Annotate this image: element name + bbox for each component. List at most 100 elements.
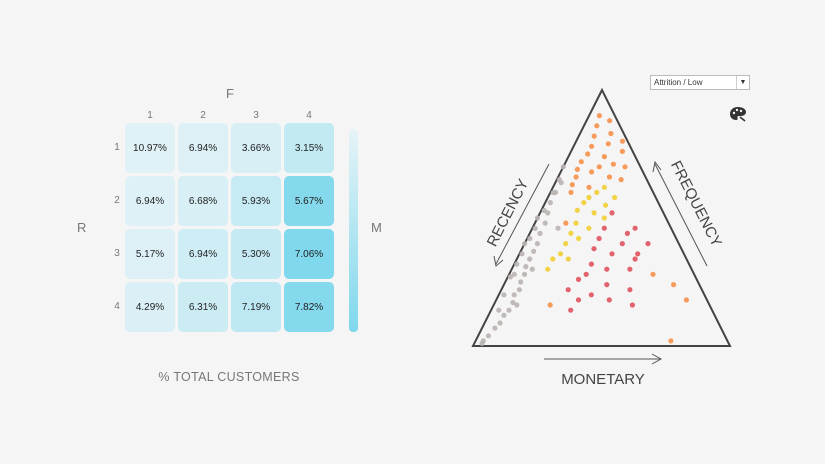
scatter-point-grey[interactable] [542,220,548,226]
scatter-point-grey[interactable] [516,287,522,293]
scatter-point-yellow[interactable] [576,235,582,242]
scatter-point-yellow[interactable] [573,220,579,226]
scatter-point-grey[interactable] [532,225,538,231]
scatter-point-yellow[interactable] [594,189,600,195]
scatter-point-grey[interactable] [485,333,491,339]
scatter-point-yellow[interactable] [586,194,592,201]
heatmap-cell[interactable]: 3.15% [284,123,334,173]
scatter-point-orange[interactable] [683,297,689,303]
scatter-point-grey[interactable] [541,207,547,214]
scatter-point-red[interactable] [604,266,610,272]
scatter-point-grey[interactable] [550,190,556,196]
scatter-point-red[interactable] [627,287,633,293]
scatter-point-grey[interactable] [479,340,485,346]
scatter-point-yellow[interactable] [550,256,556,262]
heatmap-cell[interactable]: 5.30% [231,229,281,279]
scatter-point-red[interactable] [604,282,610,288]
heatmap-cell[interactable]: 4.29% [125,282,175,332]
scatter-point-orange[interactable] [607,118,613,124]
scatter-point-orange[interactable] [601,154,607,160]
scatter-point-red[interactable] [632,225,638,231]
scatter-point-grey[interactable] [529,266,535,272]
scatter-point-yellow[interactable] [565,256,571,262]
heatmap-cell[interactable]: 7.82% [284,282,334,332]
scatter-point-grey[interactable] [527,256,533,262]
scatter-point-orange[interactable] [568,189,574,195]
scatter-point-orange[interactable] [573,174,579,180]
scatter-point-red[interactable] [568,307,574,313]
scatter-point-red[interactable] [629,302,635,308]
scatter-point-red[interactable] [645,241,651,247]
heatmap-cell[interactable]: 5.93% [231,176,281,226]
scatter-point-yellow[interactable] [591,210,597,216]
scatter-point-yellow[interactable] [568,230,574,236]
scatter-point-red[interactable] [575,297,582,303]
scatter-point-yellow[interactable] [612,194,618,201]
scatter-point-orange[interactable] [596,164,602,170]
scatter-point-orange[interactable] [618,177,624,183]
scatter-point-grey[interactable] [527,235,533,242]
scatter-point-grey[interactable] [523,264,529,270]
scatter-point-orange[interactable] [586,184,592,190]
heatmap-cell[interactable]: 6.31% [178,282,228,332]
segment-filter-dropdown[interactable]: Attrition / Low ▼ [650,75,750,90]
heatmap-cell[interactable]: 6.94% [125,176,175,226]
scatter-point-red[interactable] [619,241,625,247]
scatter-point-orange[interactable] [594,123,600,129]
scatter-point-grey[interactable] [506,307,512,313]
scatter-point-orange[interactable] [596,113,602,119]
scatter-point-yellow[interactable] [545,266,551,272]
scatter-point-red[interactable] [632,256,638,262]
scatter-point-orange[interactable] [569,182,575,188]
scatter-point-grey[interactable] [496,307,502,313]
scatter-point-grey[interactable] [507,274,513,280]
scatter-point-grey[interactable] [497,320,503,326]
scatter-point-red[interactable] [575,276,582,282]
scatter-point-orange[interactable] [608,130,614,137]
scatter-point-orange[interactable] [606,174,613,180]
scatter-point-orange[interactable] [563,220,569,226]
scatter-point-orange[interactable] [547,302,553,308]
heatmap-cell[interactable]: 6.68% [178,176,228,226]
scatter-point-grey[interactable] [511,271,517,277]
scatter-point-red[interactable] [583,271,589,277]
scatter-point-yellow[interactable] [581,200,587,206]
scatter-point-orange[interactable] [610,161,616,167]
heatmap-cell[interactable]: 6.94% [178,123,228,173]
heatmap-cell[interactable]: 6.94% [178,229,228,279]
scatter-point-grey[interactable] [547,200,553,206]
scatter-point-orange[interactable] [574,166,580,172]
scatter-point-orange[interactable] [591,133,597,139]
scatter-point-yellow[interactable] [558,251,564,257]
scatter-point-orange[interactable] [578,159,584,165]
scatter-point-orange[interactable] [605,141,611,147]
scatter-point-red[interactable] [627,266,633,272]
scatter-point-orange[interactable] [589,143,595,149]
scatter-point-yellow[interactable] [574,207,580,213]
scatter-point-red[interactable] [609,210,615,216]
scatter-point-red[interactable] [588,292,594,298]
scatter-point-grey[interactable] [514,302,520,308]
scatter-point-orange[interactable] [650,271,656,277]
heatmap-cell[interactable]: 3.66% [231,123,281,173]
scatter-point-grey[interactable] [531,248,537,254]
scatter-point-red[interactable] [565,287,571,293]
scatter-point-grey[interactable] [534,215,541,221]
scatter-point-grey[interactable] [492,325,498,331]
scatter-point-grey[interactable] [537,230,543,236]
scatter-point-red[interactable] [606,297,612,303]
scatter-point-orange[interactable] [619,138,626,144]
heatmap-cell[interactable]: 10.97% [125,123,175,173]
scatter-point-grey[interactable] [501,292,507,298]
scatter-point-yellow[interactable] [563,241,569,247]
scatter-point-grey[interactable] [534,241,540,247]
scatter-point-red[interactable] [601,225,607,231]
scatter-point-grey[interactable] [560,164,566,170]
scatter-point-grey[interactable] [514,261,520,267]
heatmap-cell[interactable]: 5.67% [284,176,334,226]
chevron-down-icon[interactable]: ▼ [736,76,749,89]
palette-icon[interactable] [728,104,748,129]
scatter-point-yellow[interactable] [586,225,592,231]
scatter-point-yellow[interactable] [601,215,607,221]
scatter-point-red[interactable] [635,251,641,257]
